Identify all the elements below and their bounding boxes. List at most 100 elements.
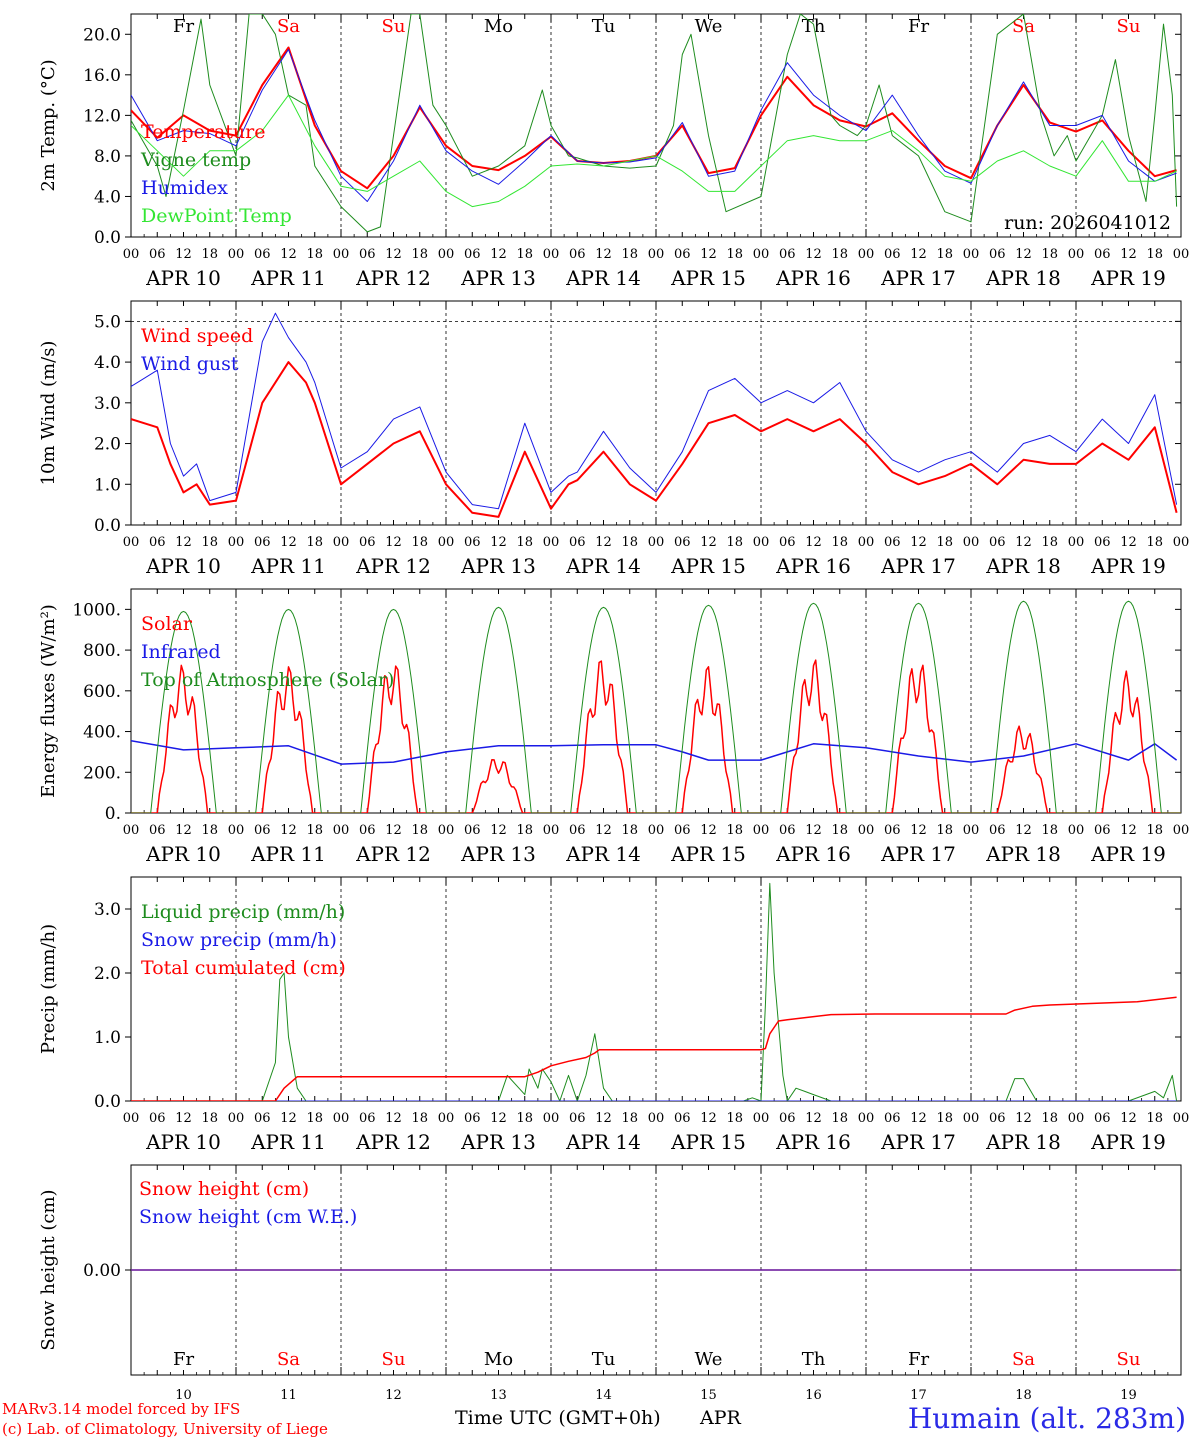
date-label: APR 11 (250, 1130, 326, 1154)
hour-tick-label: 18 (306, 535, 323, 550)
hour-tick-label: 12 (280, 823, 297, 838)
hour-tick-label: 00 (1068, 247, 1085, 262)
y-axis-label: 2m Temp. (°C) (38, 59, 59, 191)
hour-tick-label: 06 (1094, 247, 1111, 262)
day-of-week-label: Sa (277, 1349, 300, 1370)
date-label: APR 14 (565, 266, 641, 290)
hour-tick-label: 00 (858, 247, 875, 262)
hour-tick-label: 06 (254, 1111, 271, 1126)
hour-tick-label: 06 (149, 535, 166, 550)
hour-tick-label: 06 (254, 247, 271, 262)
hour-tick-label: 06 (359, 1111, 376, 1126)
day-number-label: 13 (490, 1388, 507, 1403)
hour-tick-label: 06 (149, 247, 166, 262)
legend-entry: Vigne temp (140, 149, 251, 171)
hour-tick-label: 18 (201, 1111, 218, 1126)
hour-tick-label: 06 (674, 823, 691, 838)
hour-tick-label: 18 (936, 247, 953, 262)
date-label: APR 19 (1090, 842, 1166, 866)
hour-tick-label: 12 (385, 535, 402, 550)
hour-tick-label: 00 (648, 247, 665, 262)
date-label: APR 12 (355, 1130, 431, 1154)
date-label: APR 10 (145, 266, 221, 290)
hour-tick-label: 12 (280, 247, 297, 262)
series-line (131, 739, 1178, 765)
hour-tick-label: 00 (123, 823, 140, 838)
hour-tick-label: 18 (726, 247, 743, 262)
date-label: APR 13 (460, 1130, 536, 1154)
date-label: APR 16 (775, 554, 851, 578)
hour-tick-label: 00 (963, 247, 980, 262)
y-tick-label: 2.0 (94, 435, 121, 455)
legend-entry: Humidex (141, 177, 228, 199)
hour-tick-label: 06 (359, 823, 376, 838)
y-tick-label: 3.0 (94, 394, 121, 414)
hour-tick-label: 18 (621, 247, 638, 262)
date-label: APR 17 (880, 554, 956, 578)
date-label: APR 19 (1090, 554, 1166, 578)
date-label: APR 15 (670, 842, 746, 866)
hour-tick-label: 12 (1015, 823, 1032, 838)
day-of-week-label: Mo (484, 16, 513, 37)
hour-tick-label: 12 (700, 823, 717, 838)
hour-tick-label: 06 (779, 247, 796, 262)
time-axis-label: Time UTC (GMT+0h) (455, 1407, 661, 1429)
y-axis-label: Snow height (cm) (38, 1189, 59, 1350)
date-label: APR 14 (565, 842, 641, 866)
day-of-week-label: Mo (484, 1349, 513, 1370)
legend-entry: Snow height (cm W.E.) (139, 1206, 357, 1228)
hour-tick-label: 12 (175, 247, 192, 262)
hour-tick-label: 00 (1173, 1111, 1190, 1126)
hour-tick-label: 00 (228, 1111, 245, 1126)
panel-wind: 0.0 1.0 2.0 3.0 4.0 5.0 10m Wind (m/s) 00 06 12 18… (38, 300, 1189, 578)
hour-tick-label: 00 (753, 823, 770, 838)
day-of-week-label: Fr (173, 16, 194, 37)
hour-tick-label: 00 (333, 1111, 350, 1126)
hour-tick-label: 12 (595, 823, 612, 838)
hour-tick-label: 00 (858, 823, 875, 838)
date-label: APR 15 (670, 1130, 746, 1154)
day-of-week-label: Su (382, 1349, 406, 1370)
hour-tick-label: 12 (700, 247, 717, 262)
hour-tick-label: 00 (333, 823, 350, 838)
date-label: APR 17 (880, 842, 956, 866)
hour-tick-label: 00 (1068, 535, 1085, 550)
hour-tick-label: 00 (963, 1111, 980, 1126)
hour-tick-label: 06 (1094, 1111, 1111, 1126)
y-axis-label: Precip (mm/h) (38, 924, 59, 1054)
hour-tick-label: 18 (726, 1111, 743, 1126)
series-line (131, 659, 1181, 813)
station-label: Humain (alt. 283m) (908, 1402, 1186, 1435)
y-tick-label: 200. (83, 763, 121, 783)
date-label: APR 18 (985, 266, 1061, 290)
hour-tick-label: 06 (464, 535, 481, 550)
hour-tick-label: 06 (254, 823, 271, 838)
hour-tick-label: 12 (490, 1111, 507, 1126)
hour-tick-label: 12 (1015, 535, 1032, 550)
y-tick-label: 2.0 (94, 964, 121, 984)
day-number-label: 11 (280, 1388, 297, 1403)
hour-tick-label: 06 (779, 823, 796, 838)
day-of-week-label: We (695, 1349, 723, 1370)
hour-tick-label: 18 (621, 1111, 638, 1126)
hour-tick-label: 12 (595, 247, 612, 262)
hour-tick-label: 00 (648, 823, 665, 838)
date-label: APR 12 (355, 842, 431, 866)
hour-tick-label: 18 (726, 823, 743, 838)
date-label: APR 18 (985, 554, 1061, 578)
series-line (131, 361, 1178, 518)
hour-tick-label: 00 (123, 535, 140, 550)
hour-tick-label: 00 (753, 247, 770, 262)
day-of-week-label: Sa (277, 16, 300, 37)
hour-tick-label: 06 (464, 247, 481, 262)
day-of-week-label: Fr (173, 1349, 194, 1370)
hour-tick-label: 18 (1146, 823, 1163, 838)
y-axis-label: 10m Wind (m/s) (38, 341, 59, 486)
date-label: APR 13 (460, 842, 536, 866)
day-of-week-label: Su (1117, 16, 1141, 37)
date-label: APR 13 (460, 266, 536, 290)
hour-tick-label: 00 (123, 1111, 140, 1126)
y-tick-label: 3.0 (94, 900, 121, 920)
hour-tick-label: 06 (569, 1111, 586, 1126)
